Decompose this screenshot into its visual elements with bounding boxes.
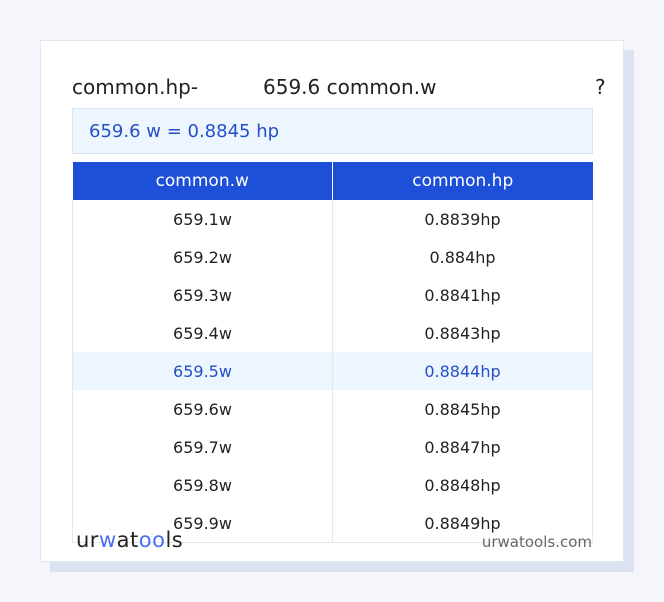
cell-w: 659.5w: [72, 352, 333, 390]
cell-w: 659.6w: [72, 390, 333, 428]
cell-hp: 0.8847hp: [332, 428, 593, 466]
converter-card: common.hp- 659.6 common.w ? 659.6 w = 0.…: [40, 40, 624, 562]
cell-w: 659.9w: [72, 504, 333, 543]
table-row: 659.1w 0.8839hp: [72, 200, 593, 238]
table-row: 659.6w 0.8845hp: [72, 390, 593, 428]
cell-w: 659.8w: [72, 466, 333, 504]
cell-hp: 0.8845hp: [332, 390, 593, 428]
column-header-hp: common.hp: [332, 162, 593, 200]
cell-w: 659.4w: [72, 314, 333, 352]
cell-hp: 0.884hp: [332, 238, 593, 276]
cell-hp: 0.8839hp: [332, 200, 593, 238]
table-row: 659.3w 0.8841hp: [72, 276, 593, 314]
cell-w: 659.7w: [72, 428, 333, 466]
table-row: 659.8w 0.8848hp: [72, 466, 593, 504]
urwatools-logo: urwatools: [76, 528, 184, 552]
table-row: 659.5w 0.8844hp: [72, 352, 593, 390]
value-label: 659.6 common.w: [263, 75, 437, 99]
result-box: 659.6 w = 0.8845 hp: [72, 108, 593, 154]
table-row: 659.4w 0.8843hp: [72, 314, 593, 352]
table-row: 659.9w 0.8849hp: [72, 504, 593, 543]
cell-w: 659.3w: [72, 276, 333, 314]
help-icon[interactable]: ?: [595, 75, 606, 99]
table-row: 659.2w 0.884hp: [72, 238, 593, 276]
cell-hp: 0.8848hp: [332, 466, 593, 504]
site-link[interactable]: urwatools.com: [481, 533, 592, 551]
conversion-table: common.w common.hp 659.1w 0.8839hp 659.2w 0…: [72, 162, 593, 543]
table-row: 659.7w 0.8847hp: [72, 428, 593, 466]
cell-hp: 0.8841hp: [332, 276, 593, 314]
column-header-w: common.w: [72, 162, 333, 200]
cell-hp: 0.8849hp: [332, 504, 593, 543]
from-unit-label: common.hp-: [72, 75, 199, 99]
cell-hp: 0.8844hp: [332, 352, 593, 390]
cell-hp: 0.8843hp: [332, 314, 593, 352]
cell-w: 659.2w: [72, 238, 333, 276]
cell-w: 659.1w: [72, 200, 333, 238]
